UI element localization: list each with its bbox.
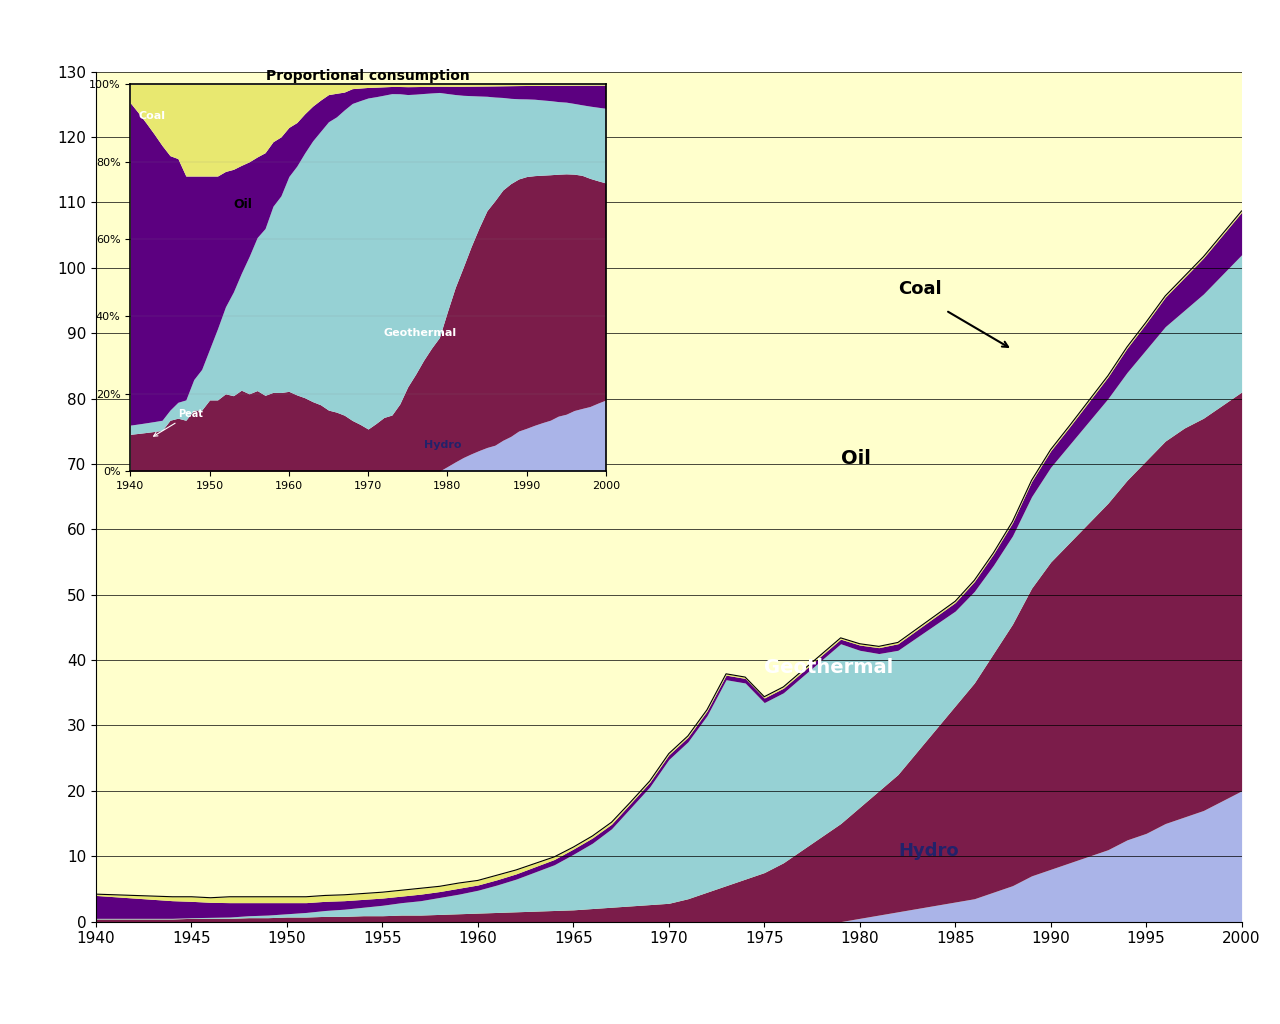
- Text: Oil: Oil: [841, 449, 870, 468]
- Text: Hydro: Hydro: [897, 842, 959, 860]
- Text: Coal: Coal: [897, 280, 942, 298]
- Text: Geothermal: Geothermal: [764, 658, 893, 677]
